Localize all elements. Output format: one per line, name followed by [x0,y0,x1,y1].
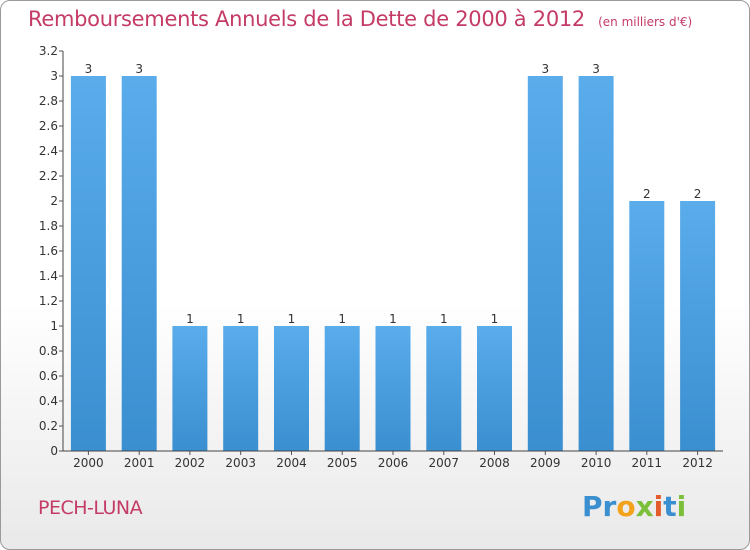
chart-axes: 2000 2001 2002 2003 2004 2005 2006 2007 2008 2009… [39,44,723,470]
data-label-2012: 2 [694,187,702,201]
logo-letter: i [676,490,687,523]
y-tick-label: 0.6 [39,369,58,383]
data-label-2003: 1 [237,312,245,326]
x-tick-label-2008: 2008 [479,456,510,470]
data-label-2001: 3 [135,62,143,76]
data-label-2002: 1 [186,312,194,326]
data-label-2004: 1 [288,312,296,326]
data-label-2000: 3 [85,62,93,76]
logo-letter: r [602,490,617,523]
data-label-2008: 1 [491,312,499,326]
logo-letter: P [582,490,603,523]
proxiti-logo: Proxiti [582,490,686,523]
y-tick-label: 2.6 [39,119,58,133]
x-tick-label-2000: 2000 [73,456,104,470]
data-label-2005: 1 [338,312,346,326]
x-tick-label-2003: 2003 [225,456,256,470]
y-tick-label: 2 [50,194,58,208]
bar-2004 [274,326,309,451]
y-tick-label: 0.2 [39,419,58,433]
y-tick-label: 1.2 [39,294,58,308]
x-tick-label-2001: 2001 [124,456,155,470]
x-tick-label-2007: 2007 [429,456,460,470]
bar-2001 [121,76,157,451]
x-tick-label-2012: 2012 [682,456,713,470]
x-tick-label-2005: 2005 [327,456,358,470]
logo-letter: x [635,490,654,523]
y-tick-label: 2.8 [39,94,58,108]
logo-letter: t [663,490,677,523]
x-tick-label-2010: 2010 [581,456,612,470]
bar-2009 [527,76,563,451]
bar-2010 [578,76,614,451]
x-tick-label-2006: 2006 [378,456,409,470]
bar-series: 3 3 1 1 1 1 1 1 1 3 3 2 2 [70,62,716,451]
data-label-2007: 1 [440,312,448,326]
y-tick-label: 3.2 [39,44,58,58]
y-tick-label: 3 [50,69,58,83]
x-tick-label-2004: 2004 [276,456,307,470]
chart-title-block: Remboursements Annuels de la Dette de 20… [28,7,692,31]
y-tick-label: 1.8 [39,219,58,233]
bar-2012 [680,201,716,451]
y-tick-label: 1.4 [39,269,58,283]
y-tick-label: 0.4 [39,394,58,408]
y-tick-label: 1.6 [39,244,58,258]
data-label-2011: 2 [643,187,651,201]
y-tick-label: 2.2 [39,169,58,183]
x-tick-label-2011: 2011 [632,456,663,470]
logo-letter: i [653,490,664,523]
data-label-2010: 3 [592,62,600,76]
bar-2006 [375,326,411,451]
y-tick-label: 2.4 [39,144,58,158]
bar-2003 [223,326,259,451]
data-label-2006: 1 [389,312,397,326]
bar-2007 [426,326,462,451]
x-tick-label-2009: 2009 [530,456,561,470]
chart-unit-note: (en milliers d'€) [598,15,693,29]
bar-2002 [172,326,208,451]
y-tick-label: 1 [50,319,58,333]
logo-letter: o [616,490,636,523]
y-tick-label: 0.8 [39,344,58,358]
data-label-2009: 3 [541,62,549,76]
y-tick-label: 0 [50,444,58,458]
chart-title: Remboursements Annuels de la Dette de 20… [28,7,585,31]
bar-2005 [324,326,360,451]
bar-2000 [70,76,106,451]
x-tick-label-2002: 2002 [175,456,206,470]
commune-name: PECH-LUNA [38,497,143,519]
bar-2011 [629,201,665,451]
bar-2008 [477,326,512,451]
